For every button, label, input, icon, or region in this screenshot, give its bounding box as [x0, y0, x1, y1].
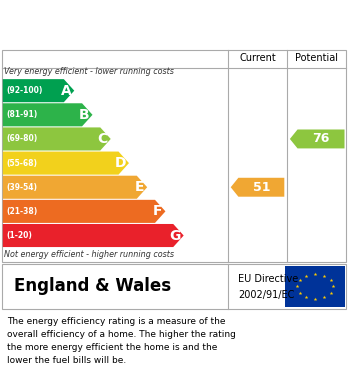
Text: (21-38): (21-38) — [6, 207, 38, 216]
Text: The energy efficiency rating is a measure of the
overall efficiency of a home. T: The energy efficiency rating is a measur… — [7, 317, 236, 365]
Text: Energy Efficiency Rating: Energy Efficiency Rating — [10, 17, 213, 32]
Polygon shape — [3, 176, 147, 199]
Text: 2002/91/EC: 2002/91/EC — [238, 290, 295, 300]
Text: (55-68): (55-68) — [6, 159, 37, 168]
Text: England & Wales: England & Wales — [14, 277, 171, 296]
Text: C: C — [98, 132, 108, 146]
Bar — [285, 266, 345, 307]
Polygon shape — [3, 152, 129, 175]
Polygon shape — [3, 127, 111, 151]
Text: G: G — [169, 228, 181, 242]
Text: (81-91): (81-91) — [6, 110, 38, 119]
Text: (1-20): (1-20) — [6, 231, 32, 240]
Text: 51: 51 — [253, 181, 270, 194]
Text: Very energy efficient - lower running costs: Very energy efficient - lower running co… — [4, 67, 174, 76]
Text: Potential: Potential — [295, 54, 338, 63]
Text: D: D — [115, 156, 126, 170]
Text: B: B — [79, 108, 90, 122]
Text: (92-100): (92-100) — [6, 86, 43, 95]
Polygon shape — [3, 200, 165, 223]
Text: F: F — [153, 204, 163, 219]
Polygon shape — [3, 103, 93, 126]
Text: Current: Current — [239, 54, 276, 63]
Text: E: E — [135, 180, 144, 194]
Text: A: A — [61, 84, 71, 98]
Text: EU Directive: EU Directive — [238, 274, 299, 284]
Polygon shape — [3, 224, 184, 247]
Polygon shape — [231, 178, 284, 197]
Polygon shape — [3, 79, 74, 102]
Text: Not energy efficient - higher running costs: Not energy efficient - higher running co… — [4, 251, 174, 260]
Text: (69-80): (69-80) — [6, 135, 38, 143]
Text: 76: 76 — [313, 133, 330, 145]
Text: (39-54): (39-54) — [6, 183, 37, 192]
Polygon shape — [290, 129, 345, 149]
